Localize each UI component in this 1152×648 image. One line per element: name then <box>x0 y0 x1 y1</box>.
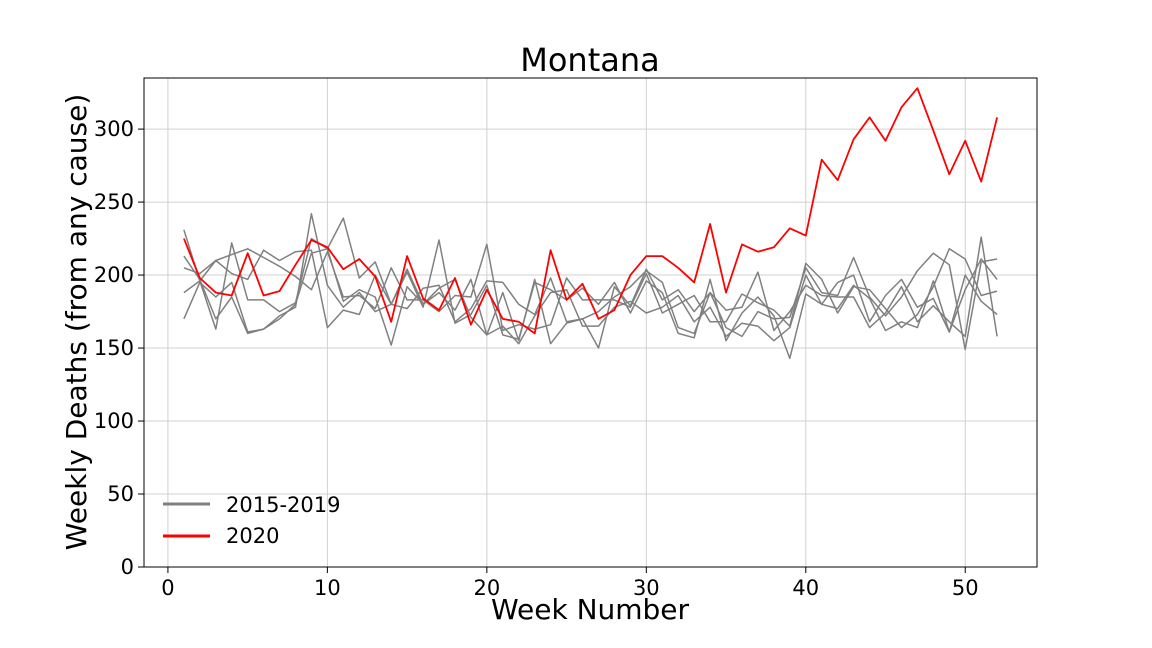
series-line-2015-2019-4 <box>183 243 998 332</box>
x-tick-label: 0 <box>161 576 174 600</box>
series-line-2015-2019-1 <box>183 217 998 351</box>
x-axis-ticks: 0 10 20 30 40 50 <box>161 567 979 600</box>
x-tick-label: 40 <box>792 576 819 600</box>
y-tick-label: 250 <box>94 190 134 214</box>
x-tick-label: 30 <box>633 576 660 600</box>
plot-frame <box>143 77 1038 568</box>
series-line-2020-6 <box>183 87 998 335</box>
y-tick-label: 150 <box>94 336 134 360</box>
legend-label-2020: 2020 <box>226 524 279 548</box>
y-tick-label: 200 <box>94 263 134 287</box>
y-tick-label: 300 <box>94 117 134 141</box>
y-axis-ticks: 0 50 100 150 200 250 300 <box>94 117 144 579</box>
legend: 2015-2019 2020 <box>163 493 340 548</box>
legend-label-2015-2019: 2015-2019 <box>226 493 340 517</box>
y-tick-label: 50 <box>107 482 134 506</box>
series-layer <box>183 87 998 360</box>
chart-title: Montana <box>520 41 660 79</box>
x-tick-label: 10 <box>314 576 341 600</box>
y-tick-label: 100 <box>94 409 134 433</box>
series-line-2015-2019-3 <box>183 213 998 360</box>
series-line-2015-2019-5 <box>183 236 998 338</box>
y-axis-label: Weekly Deaths (from any cause) <box>60 94 93 551</box>
y-tick-label: 0 <box>121 555 134 579</box>
x-tick-label: 20 <box>473 576 500 600</box>
x-tick-label: 50 <box>952 576 979 600</box>
x-axis-label: Week Number <box>491 593 690 626</box>
